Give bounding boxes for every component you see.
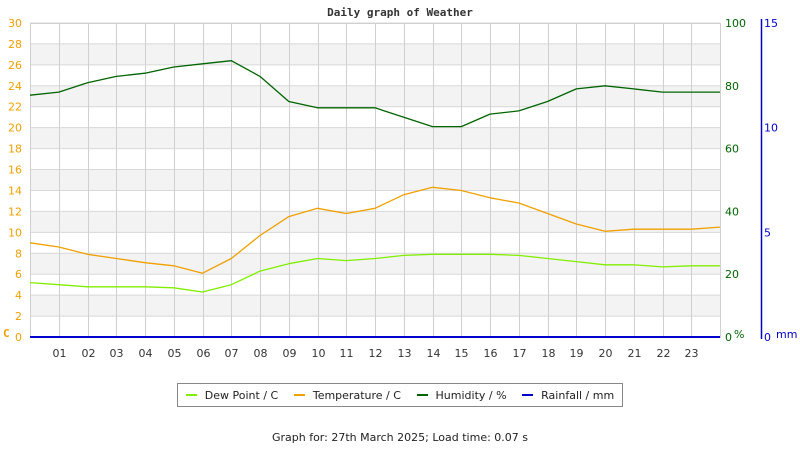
legend-item-rainfall: Rainfall / mm: [522, 389, 614, 402]
svg-text:21: 21: [628, 347, 642, 360]
svg-text:24: 24: [8, 80, 22, 93]
svg-text:80: 80: [725, 80, 739, 93]
legend-swatch-humidity: [416, 394, 428, 396]
svg-text:8: 8: [15, 247, 22, 260]
legend-label: Dew Point / C: [204, 388, 279, 402]
svg-text:22: 22: [657, 347, 671, 360]
svg-text:C: C: [3, 327, 10, 340]
svg-text:06: 06: [197, 347, 211, 360]
svg-text:20: 20: [725, 268, 739, 281]
legend-swatch-rainfall: [522, 394, 534, 396]
legend-item-humidity: Humidity / %: [416, 388, 507, 402]
svg-text:6: 6: [15, 268, 22, 281]
svg-text:14: 14: [427, 347, 441, 360]
svg-text:2: 2: [15, 310, 22, 323]
svg-text:11: 11: [340, 347, 354, 360]
svg-text:10: 10: [8, 226, 22, 239]
svg-text:03: 03: [110, 347, 124, 360]
legend-label: Rainfall / mm: [541, 388, 615, 402]
svg-text:16: 16: [8, 164, 22, 177]
svg-text:20: 20: [599, 347, 613, 360]
svg-text:4: 4: [15, 289, 22, 302]
svg-text:16: 16: [484, 347, 498, 360]
svg-text:40: 40: [725, 205, 739, 218]
graph-footer: Graph for: 27th March 2025; Load time: 0…: [0, 431, 800, 444]
svg-text:09: 09: [283, 347, 297, 360]
svg-text:15: 15: [764, 17, 778, 30]
svg-text:%: %: [734, 328, 744, 341]
svg-text:26: 26: [8, 59, 22, 72]
svg-text:17: 17: [513, 347, 527, 360]
svg-text:0: 0: [15, 331, 22, 344]
svg-text:30: 30: [8, 17, 22, 30]
svg-text:02: 02: [82, 347, 96, 360]
svg-text:23: 23: [685, 347, 699, 360]
svg-text:18: 18: [8, 143, 22, 156]
svg-text:05: 05: [168, 347, 182, 360]
svg-text:04: 04: [139, 347, 153, 360]
legend-item-dew-point: Dew Point / C: [185, 388, 279, 402]
legend-swatch-dew-point: [185, 394, 197, 396]
svg-text:22: 22: [8, 101, 22, 114]
chart-plot: 01 02 03 04 05 06 07 08 09 10 11 12 13 14 15 16 17 18 19 20…: [3, 17, 797, 360]
chart-legend: Dew Point / C Temperature / C Humidity /…: [177, 383, 623, 407]
legend-label: Temperature / C: [312, 388, 401, 402]
svg-text:19: 19: [570, 347, 584, 360]
svg-text:10: 10: [764, 122, 778, 135]
axis-labels: 01 02 03 04 05 06 07 08 09 10 11 12 13 14 15 16 17 18 19 20…: [3, 17, 797, 360]
svg-text:28: 28: [8, 38, 22, 51]
data-series: [29, 60, 721, 338]
grid-lines: [30, 22, 721, 338]
legend-item-temperature: Temperature / C: [293, 388, 401, 402]
svg-text:07: 07: [225, 347, 239, 360]
chart-title: Daily graph of Weather: [327, 6, 473, 19]
svg-text:10: 10: [312, 347, 326, 360]
svg-text:0: 0: [764, 331, 771, 344]
svg-text:60: 60: [725, 143, 739, 156]
svg-text:01: 01: [53, 347, 67, 360]
footer-text: Graph for: 27th March 2025; Load time: 0…: [271, 431, 529, 444]
svg-text:12: 12: [369, 347, 383, 360]
svg-text:08: 08: [254, 347, 268, 360]
svg-text:15: 15: [455, 347, 469, 360]
svg-text:20: 20: [8, 122, 22, 135]
legend-swatch-temperature: [293, 394, 305, 396]
svg-text:18: 18: [542, 347, 556, 360]
svg-text:mm: mm: [776, 328, 797, 341]
svg-text:12: 12: [8, 205, 22, 218]
svg-text:14: 14: [8, 184, 22, 197]
svg-text:5: 5: [764, 226, 771, 239]
svg-text:13: 13: [398, 347, 412, 360]
legend-label: Humidity / %: [435, 388, 507, 402]
svg-text:100: 100: [725, 17, 746, 30]
svg-text:0: 0: [725, 331, 732, 344]
